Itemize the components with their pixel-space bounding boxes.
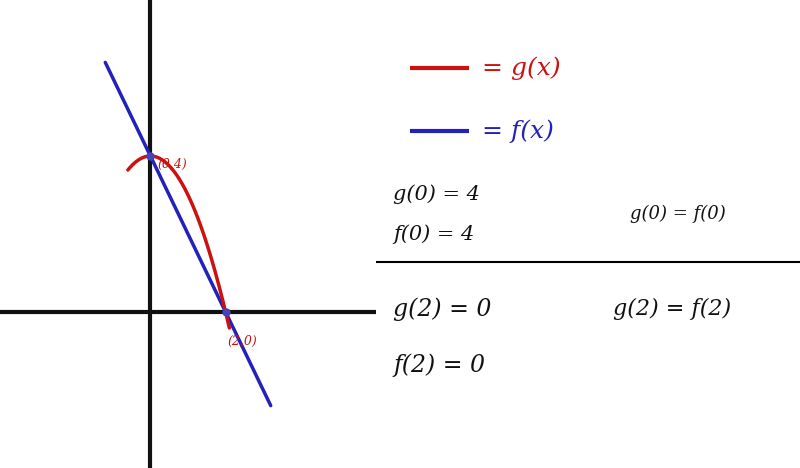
Text: g(2) = 0: g(2) = 0 xyxy=(393,297,491,321)
Text: f(2) = 0: f(2) = 0 xyxy=(393,353,485,377)
Text: (2,0): (2,0) xyxy=(227,335,258,348)
Text: g(0) = f(0): g(0) = f(0) xyxy=(630,205,726,223)
Text: = g(x): = g(x) xyxy=(482,56,561,80)
Text: g(2) = f(2): g(2) = f(2) xyxy=(614,298,731,320)
Text: (0,4): (0,4) xyxy=(157,158,187,171)
Text: = f(x): = f(x) xyxy=(482,119,554,143)
Text: g(0) = 4: g(0) = 4 xyxy=(393,184,480,204)
Text: f(0) = 4: f(0) = 4 xyxy=(393,224,474,244)
